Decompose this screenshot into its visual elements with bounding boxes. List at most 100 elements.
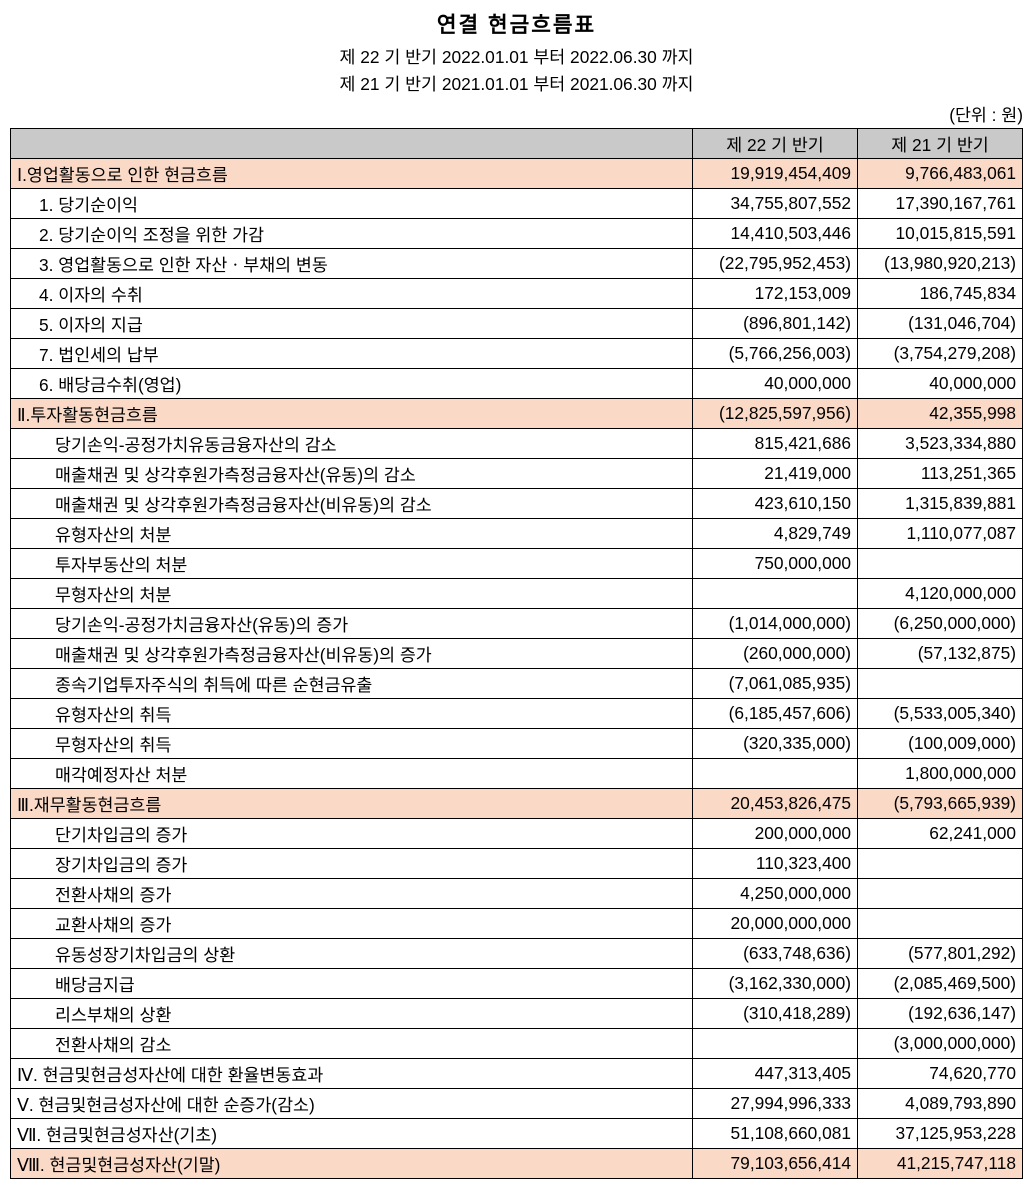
- row-value-p21: 4,089,793,890: [858, 1089, 1023, 1119]
- row-value-p22: 40,000,000: [693, 369, 858, 399]
- table-row: 유동성장기차입금의 상환(633,748,636)(577,801,292): [11, 939, 1023, 969]
- row-value-p22: (310,418,289): [693, 999, 858, 1029]
- row-value-p22: (22,795,952,453): [693, 249, 858, 279]
- row-value-p21: [858, 849, 1023, 879]
- table-row: 배당금지급(3,162,330,000)(2,085,469,500): [11, 969, 1023, 999]
- row-label: Ⅴ. 현금및현금성자산에 대한 순증가(감소): [11, 1089, 693, 1119]
- row-label: 매출채권 및 상각후원가측정금융자산(유동)의 감소: [11, 459, 693, 489]
- row-label: 유동성장기차입금의 상환: [11, 939, 693, 969]
- table-row: 단기차입금의 증가200,000,00062,241,000: [11, 819, 1023, 849]
- row-value-p21: 9,766,483,061: [858, 159, 1023, 189]
- table-row: 종속기업투자주식의 취득에 따른 순현금유출(7,061,085,935): [11, 669, 1023, 699]
- row-value-p22: [693, 759, 858, 789]
- row-value-p21: 186,745,834: [858, 279, 1023, 309]
- table-row: 5. 이자의 지급(896,801,142)(131,046,704): [11, 309, 1023, 339]
- row-value-p21: (3,000,000,000): [858, 1029, 1023, 1059]
- table-row: Ⅲ.재무활동현금흐름20,453,826,475(5,793,665,939): [11, 789, 1023, 819]
- table-row: 리스부채의 상환(310,418,289)(192,636,147): [11, 999, 1023, 1029]
- row-label: Ⅳ. 현금및현금성자산에 대한 환율변동효과: [11, 1059, 693, 1089]
- row-value-p21: 41,215,747,118: [858, 1149, 1023, 1179]
- table-row: 무형자산의 처분 4,120,000,000: [11, 579, 1023, 609]
- table-row: 무형자산의 취득(320,335,000)(100,009,000): [11, 729, 1023, 759]
- table-row: 7. 법인세의 납부(5,766,256,003)(3,754,279,208): [11, 339, 1023, 369]
- row-label: 당기손익-공정가치유동금융자산의 감소: [11, 429, 693, 459]
- row-value-p21: 113,251,365: [858, 459, 1023, 489]
- cashflow-table: 제 22 기 반기 제 21 기 반기 Ⅰ.영업활동으로 인한 현금흐름19,9…: [10, 128, 1023, 1179]
- row-value-p22: (5,766,256,003): [693, 339, 858, 369]
- row-label: 2. 당기순이익 조정을 위한 가감: [11, 219, 693, 249]
- row-value-p21: 42,355,998: [858, 399, 1023, 429]
- table-row: 1. 당기순이익34,755,807,55217,390,167,761: [11, 189, 1023, 219]
- table-row: 장기차입금의 증가110,323,400: [11, 849, 1023, 879]
- row-value-p22: 79,103,656,414: [693, 1149, 858, 1179]
- table-row: 4. 이자의 수취172,153,009186,745,834: [11, 279, 1023, 309]
- period-line-2: 제 21 기 반기 2021.01.01 부터 2021.06.30 까지: [10, 70, 1023, 95]
- row-value-p21: 74,620,770: [858, 1059, 1023, 1089]
- row-label: 유형자산의 취득: [11, 699, 693, 729]
- table-row: Ⅳ. 현금및현금성자산에 대한 환율변동효과447,313,40574,620,…: [11, 1059, 1023, 1089]
- row-value-p22: (7,061,085,935): [693, 669, 858, 699]
- row-value-p22: 20,000,000,000: [693, 909, 858, 939]
- row-value-p22: 51,108,660,081: [693, 1119, 858, 1149]
- row-value-p22: 4,829,749: [693, 519, 858, 549]
- row-value-p22: 815,421,686: [693, 429, 858, 459]
- row-value-p22: (320,335,000): [693, 729, 858, 759]
- row-value-p21: (577,801,292): [858, 939, 1023, 969]
- row-value-p21: (57,132,875): [858, 639, 1023, 669]
- row-value-p22: 447,313,405: [693, 1059, 858, 1089]
- row-label: 5. 이자의 지급: [11, 309, 693, 339]
- row-value-p21: [858, 669, 1023, 699]
- row-value-p22: 423,610,150: [693, 489, 858, 519]
- row-value-p21: (5,793,665,939): [858, 789, 1023, 819]
- table-row: 유형자산의 취득(6,185,457,606)(5,533,005,340): [11, 699, 1023, 729]
- row-value-p21: (192,636,147): [858, 999, 1023, 1029]
- row-value-p21: 10,015,815,591: [858, 219, 1023, 249]
- row-label: 단기차입금의 증가: [11, 819, 693, 849]
- col-header-label: [11, 129, 693, 159]
- row-value-p21: (3,754,279,208): [858, 339, 1023, 369]
- row-value-p21: 1,315,839,881: [858, 489, 1023, 519]
- row-label: 3. 영업활동으로 인한 자산ㆍ부채의 변동: [11, 249, 693, 279]
- row-value-p21: [858, 909, 1023, 939]
- row-value-p21: 40,000,000: [858, 369, 1023, 399]
- row-value-p22: (6,185,457,606): [693, 699, 858, 729]
- row-value-p22: (12,825,597,956): [693, 399, 858, 429]
- row-label: Ⅶ. 현금및현금성자산(기초): [11, 1119, 693, 1149]
- row-value-p21: 1,110,077,087: [858, 519, 1023, 549]
- table-row: 당기손익-공정가치금융자산(유동)의 증가(1,014,000,000)(6,2…: [11, 609, 1023, 639]
- row-label: 교환사채의 증가: [11, 909, 693, 939]
- row-value-p22: 19,919,454,409: [693, 159, 858, 189]
- row-label: 유형자산의 처분: [11, 519, 693, 549]
- row-value-p22: 110,323,400: [693, 849, 858, 879]
- row-label: 배당금지급: [11, 969, 693, 999]
- row-label: 매각예정자산 처분: [11, 759, 693, 789]
- row-label: 전환사채의 감소: [11, 1029, 693, 1059]
- row-value-p22: (633,748,636): [693, 939, 858, 969]
- row-value-p22: 21,419,000: [693, 459, 858, 489]
- row-label: 장기차입금의 증가: [11, 849, 693, 879]
- table-row: 투자부동산의 처분750,000,000: [11, 549, 1023, 579]
- row-label: 당기손익-공정가치금융자산(유동)의 증가: [11, 609, 693, 639]
- row-label: 전환사채의 증가: [11, 879, 693, 909]
- table-header-row: 제 22 기 반기 제 21 기 반기: [11, 129, 1023, 159]
- row-value-p21: 62,241,000: [858, 819, 1023, 849]
- row-value-p22: (1,014,000,000): [693, 609, 858, 639]
- statement-title: 연결 현금흐름표: [10, 8, 1023, 39]
- table-row: 전환사채의 증가4,250,000,000: [11, 879, 1023, 909]
- table-row: Ⅷ. 현금및현금성자산(기말)79,103,656,41441,215,747,…: [11, 1149, 1023, 1179]
- table-row: 전환사채의 감소 (3,000,000,000): [11, 1029, 1023, 1059]
- row-label: 투자부동산의 처분: [11, 549, 693, 579]
- row-label: Ⅲ.재무활동현금흐름: [11, 789, 693, 819]
- row-value-p21: (100,009,000): [858, 729, 1023, 759]
- row-label: 매출채권 및 상각후원가측정금융자산(비유동)의 감소: [11, 489, 693, 519]
- table-row: 3. 영업활동으로 인한 자산ㆍ부채의 변동(22,795,952,453)(1…: [11, 249, 1023, 279]
- row-label: 4. 이자의 수취: [11, 279, 693, 309]
- row-value-p21: (2,085,469,500): [858, 969, 1023, 999]
- row-value-p22: [693, 1029, 858, 1059]
- row-label: Ⅷ. 현금및현금성자산(기말): [11, 1149, 693, 1179]
- row-value-p21: 4,120,000,000: [858, 579, 1023, 609]
- row-value-p22: 172,153,009: [693, 279, 858, 309]
- row-label: 무형자산의 처분: [11, 579, 693, 609]
- table-row: 매출채권 및 상각후원가측정금융자산(유동)의 감소21,419,000113,…: [11, 459, 1023, 489]
- table-row: 매출채권 및 상각후원가측정금융자산(비유동)의 증가(260,000,000)…: [11, 639, 1023, 669]
